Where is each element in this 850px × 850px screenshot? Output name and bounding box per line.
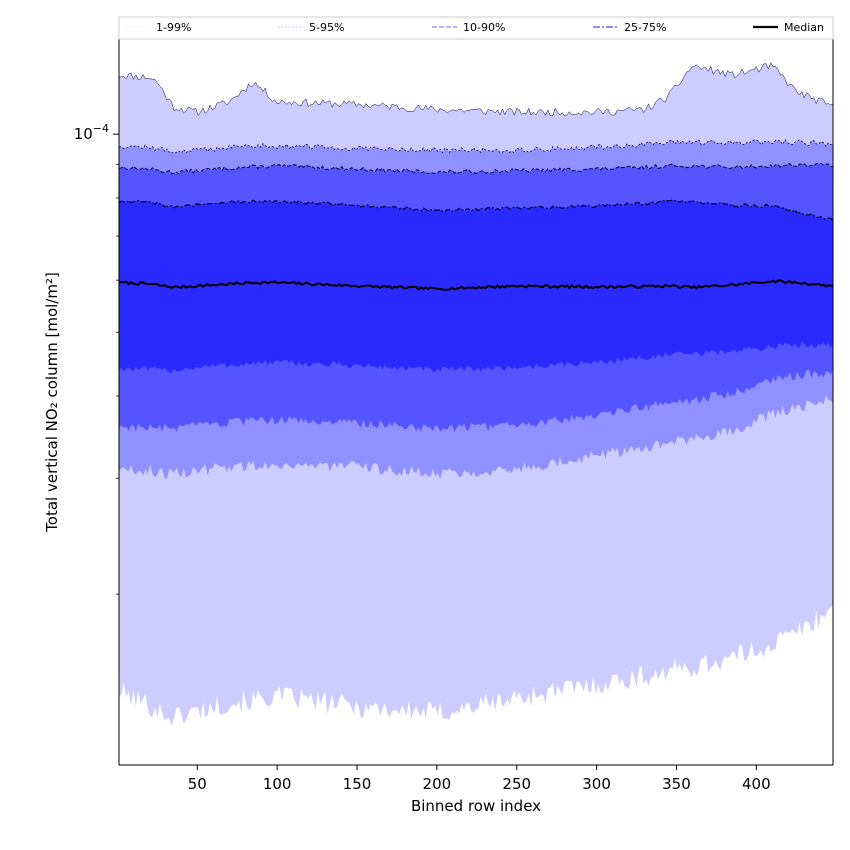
legend-label: Median: [784, 21, 824, 34]
legend-label: 5-95%: [309, 21, 344, 34]
legend-label: 1-99%: [156, 21, 191, 34]
x-axis: 50 100 150 200 250 300 350 400: [188, 765, 771, 793]
x-tick-label: 50: [188, 775, 207, 793]
median-line: [118, 279, 834, 291]
legend-label: 10-90%: [463, 21, 505, 34]
legend-label: 25-75%: [624, 21, 666, 34]
legend: 1-99% 5-95% 10-90% 25-75% Median: [118, 16, 834, 40]
percentile-lines: [118, 62, 834, 291]
legend-box: [118, 16, 834, 40]
band-25-75pct: [119, 200, 833, 373]
x-axis-label: Binned row index: [411, 797, 541, 815]
line-99pct: [118, 62, 834, 117]
x-tick-label: 150: [343, 775, 372, 793]
x-tick-label: 300: [582, 775, 611, 793]
y-tick-label: 10−4: [74, 122, 109, 143]
line-90pct: [118, 162, 834, 175]
percentile-bands: [119, 62, 833, 727]
line-75pct: [118, 199, 834, 221]
x-tick-label: 400: [742, 775, 771, 793]
x-tick-label: 250: [502, 775, 531, 793]
x-tick-label: 350: [662, 775, 691, 793]
line-95pct: [118, 138, 834, 155]
x-tick-label: 100: [263, 775, 292, 793]
x-tick-label: 200: [423, 775, 452, 793]
y-axis: 10−4: [74, 122, 119, 595]
y-axis-label: Total vertical NO₂ column [mol/m²]: [43, 272, 61, 533]
